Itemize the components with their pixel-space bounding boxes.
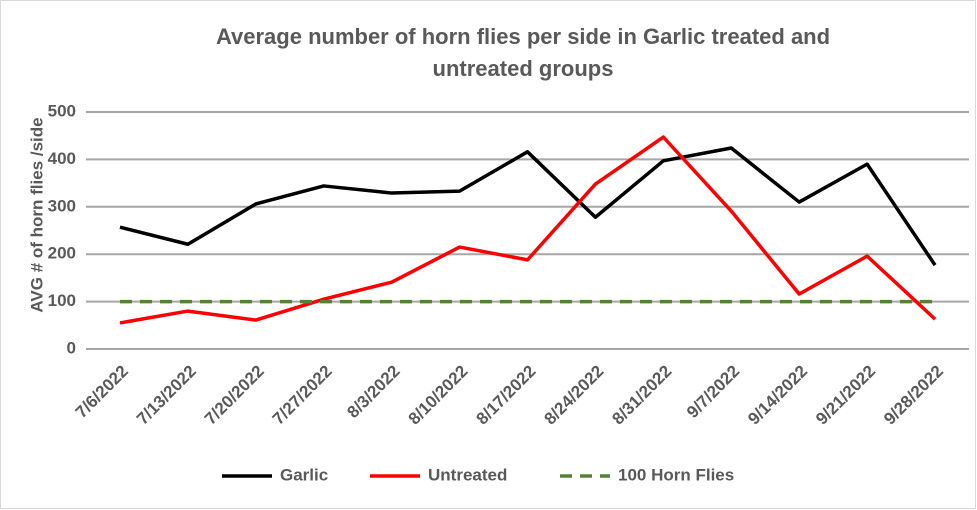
- data-line: [119, 146, 937, 267]
- y-axis-label: AVG # of horn flies /side: [27, 117, 46, 312]
- chart-title: untreated groups: [433, 56, 614, 81]
- legend-label: Garlic: [280, 465, 328, 484]
- legend-label: Untreated: [428, 465, 507, 484]
- legend-label: 100 Horn Flies: [618, 465, 734, 484]
- y-tick-label: 300: [48, 196, 76, 215]
- y-tick-label: 200: [48, 244, 76, 263]
- chart-title: Average number of horn flies per side in…: [216, 24, 830, 49]
- y-tick-label: 100: [48, 291, 76, 310]
- y-tick-label: 400: [48, 149, 76, 168]
- data-line: [119, 135, 937, 325]
- y-tick-label: 0: [67, 338, 76, 357]
- y-tick-label: 500: [48, 101, 76, 120]
